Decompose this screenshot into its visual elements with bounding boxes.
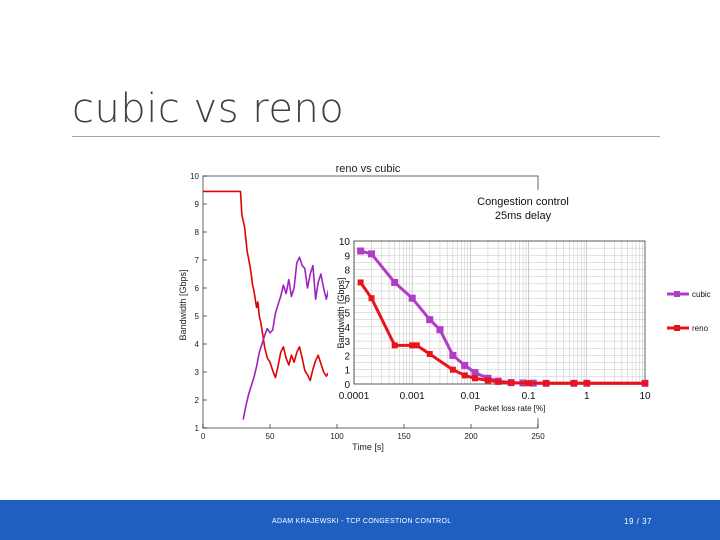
cubic-point	[391, 278, 399, 286]
reno-point	[357, 279, 364, 286]
right-x-tick-label: 0.0001	[339, 391, 370, 402]
right-chart-subtitle: 25ms delay	[495, 210, 552, 222]
right-ticks: 0.0001 0.001 0.01 0.1 1 10 0 1 2 3 4 5 6 7 8 9 10	[339, 237, 651, 402]
left-x-tick-label: 100	[330, 432, 344, 441]
left-y-tick-label: 1	[195, 424, 200, 433]
right-x-tick-label: 0.01	[461, 391, 481, 402]
reno-point	[413, 342, 420, 349]
cubic-point	[436, 326, 444, 334]
left-y-tick-label: 8	[195, 228, 200, 237]
reno-point	[543, 380, 550, 387]
cubic-legend-marker	[674, 291, 680, 297]
right-y-tick-label: 7	[344, 280, 350, 291]
reno-legend-marker	[674, 325, 680, 331]
right-chart: Congestion control 25ms delay 0.0001 0.00…	[328, 190, 711, 418]
right-x-tick-label: 0.1	[522, 391, 536, 402]
left-y-tick-label: 3	[195, 368, 200, 377]
left-x-axis-label: Time [s]	[352, 442, 384, 452]
left-series-line-1	[242, 256, 337, 420]
right-y-tick-label: 0	[344, 380, 350, 391]
left-x-tick-label: 200	[464, 432, 478, 441]
left-y-tick-label: 4	[195, 340, 200, 349]
cubic-point	[368, 250, 376, 258]
reno-point	[525, 380, 532, 387]
left-y-tick-label: 6	[195, 284, 200, 293]
right-grid	[353, 240, 645, 385]
cubic-point	[357, 247, 365, 255]
left-y-tick-label: 10	[190, 172, 199, 181]
cubic-point	[461, 361, 469, 369]
reno-point	[461, 372, 468, 379]
right-y-tick-label: 2	[344, 351, 350, 362]
reno-point	[426, 350, 433, 357]
right-x-tick-label: 0.001	[400, 391, 425, 402]
left-y-tick-label: 5	[195, 312, 200, 321]
left-y-tick-label: 9	[195, 200, 200, 209]
left-x-tick-label: 50	[266, 432, 275, 441]
right-y-tick-label: 8	[344, 266, 350, 277]
left-y-tick-label: 7	[195, 256, 200, 265]
right-x-tick-label: 1	[584, 391, 590, 402]
reno-point	[368, 295, 375, 302]
footer-bar	[0, 500, 720, 540]
cubic-point	[449, 351, 457, 359]
left-series-line-0	[203, 190, 337, 382]
title-divider	[72, 136, 660, 137]
right-y-tick-label: 3	[344, 337, 350, 348]
right-legend: cubic reno	[667, 290, 711, 333]
page-number: 19 / 37	[624, 517, 652, 526]
left-x-tick-label: 0	[201, 432, 206, 441]
left-x-tick-label: 150	[397, 432, 411, 441]
footer-text: ADAM KRAJEWSKI - TCP CONGESTION CONTROL	[272, 518, 452, 525]
reno-point	[472, 375, 479, 382]
reno-point	[484, 377, 491, 384]
right-y-tick-label: 5	[344, 309, 350, 320]
left-y-axis-label: Bandwidth [Gbps]	[178, 269, 188, 340]
right-y-tick-label: 9	[344, 251, 350, 262]
right-series-group	[357, 247, 649, 387]
cubic-point	[426, 316, 434, 324]
left-chart-title: reno vs cubic	[336, 163, 401, 175]
reno-point	[449, 366, 456, 373]
right-y-tick-label: 6	[344, 294, 350, 305]
left-x-tick-label: 250	[531, 432, 545, 441]
right-y-axis-label: Bandwidth [Gbps]	[336, 277, 346, 348]
right-x-axis-label: Packet loss rate [%]	[475, 404, 546, 413]
reno-point	[570, 380, 577, 387]
reno-point	[391, 342, 398, 349]
right-chart-title: Congestion control	[477, 196, 569, 208]
left-y-tick-label: 2	[195, 396, 200, 405]
left-series-group	[203, 190, 337, 420]
reno-point	[508, 379, 515, 386]
reno-point	[495, 378, 502, 385]
cubic-point	[408, 294, 416, 302]
reno-point	[409, 342, 416, 349]
right-x-tick-label: 10	[639, 391, 651, 402]
right-y-tick-label: 4	[344, 323, 350, 334]
cubic-legend-label: cubic	[692, 290, 711, 299]
cubic-point	[471, 369, 479, 377]
slide-title: cubic vs reno	[72, 86, 345, 132]
reno-point	[642, 380, 648, 387]
right-y-tick-label: 1	[344, 366, 350, 377]
reno-legend-label: reno	[692, 324, 709, 333]
right-y-tick-label: 10	[339, 237, 351, 248]
reno-point	[583, 380, 590, 387]
